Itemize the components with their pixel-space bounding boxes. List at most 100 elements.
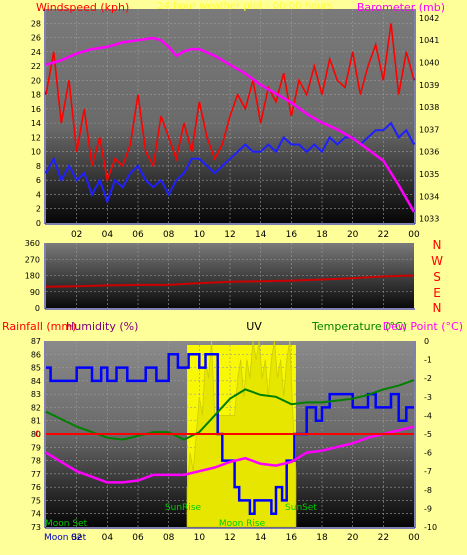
humidity-line bbox=[46, 353, 414, 515]
wind-direction-panel: 0 90 180 270 360 N W S E N bbox=[25, 238, 443, 315]
humidity-y-tick-label: 83 bbox=[31, 390, 41, 399]
direction-plot-series bbox=[45, 274, 415, 288]
temperature-y-tick-label: -7 bbox=[424, 467, 432, 476]
temp-x-tick-labels: 02 04 06 08 10 12 14 16 18 20 22 00 bbox=[71, 533, 420, 543]
temp-x-tick-label: 12 bbox=[224, 533, 235, 543]
wind-x-tick-label: 16 bbox=[286, 230, 298, 240]
temp-x-tick-label: 18 bbox=[316, 533, 328, 543]
wind-y-tick-label: 28 bbox=[31, 19, 41, 28]
temperature-y-tick-label: -6 bbox=[424, 449, 432, 458]
wind-y-tick-label: 4 bbox=[36, 190, 41, 199]
dewpoint-axis-title: Dew Point (°C) bbox=[383, 320, 463, 333]
wind-x-tick-label: 10 bbox=[194, 230, 206, 240]
compass-labels: N W S E N bbox=[431, 238, 443, 315]
temperature-axis-title: Temperature (°C) bbox=[311, 320, 407, 333]
uv-axis-title: UV bbox=[246, 320, 262, 333]
direction-plot-grid bbox=[46, 243, 414, 308]
compass-n-bottom: N bbox=[433, 301, 442, 315]
temp-x-tick-label: 04 bbox=[102, 533, 114, 543]
rainfall-axis-title: Rainfall (mm) bbox=[2, 320, 76, 333]
pressure-y-tick-label: 1036 bbox=[419, 148, 439, 157]
temperature-y-tick-label: -5 bbox=[424, 430, 432, 439]
temp-x-tick-label: 06 bbox=[132, 533, 144, 543]
humidity-y-tick-label: 78 bbox=[31, 457, 41, 466]
direction-y-tick-label: 180 bbox=[25, 272, 40, 281]
direction-y-tick-labels: 0 90 180 270 360 bbox=[25, 239, 40, 313]
humidity-y-tick-label: 85 bbox=[31, 364, 41, 373]
humidity-y-tick-label: 87 bbox=[31, 337, 41, 346]
chart-center-title: 24 hour weather plot - 00:00 hours bbox=[157, 1, 332, 12]
humidity-y-tick-label: 81 bbox=[31, 417, 41, 426]
temp-x-tick-label: 08 bbox=[163, 533, 175, 543]
wind-y-tick-label: 8 bbox=[36, 162, 41, 171]
wind-y-tick-label: 14 bbox=[31, 119, 41, 128]
wind-y-tick-label: 0 bbox=[36, 219, 41, 228]
wind-y-tick-label: 10 bbox=[31, 148, 41, 157]
barometer-line bbox=[45, 36, 416, 213]
humidity-y-tick-label: 76 bbox=[31, 483, 41, 492]
pressure-y-tick-label: 1033 bbox=[419, 215, 439, 224]
moonset-label-bottom: Moon Set bbox=[44, 533, 87, 543]
pressure-y-tick-labels: 1033 1034 1035 1036 1037 1038 1039 1040 1041 1042 bbox=[419, 14, 439, 224]
moonset-label-top: Moon Set bbox=[45, 519, 88, 529]
temp-x-tick-label: 02 bbox=[71, 533, 82, 543]
pressure-y-tick-label: 1041 bbox=[419, 36, 439, 45]
sunrise-label: SunRise bbox=[165, 503, 202, 513]
gust-speed-line bbox=[45, 23, 415, 184]
wind-y-tick-label: 24 bbox=[31, 48, 41, 57]
temp-x-tick-label: 10 bbox=[194, 533, 206, 543]
humidity-y-tick-label: 77 bbox=[31, 470, 41, 479]
windspeed-axis-title: Windspeed (kph) bbox=[36, 1, 129, 14]
pressure-y-tick-label: 1037 bbox=[419, 125, 439, 134]
wind-x-tick-label: 02 bbox=[71, 230, 82, 240]
temperature-y-tick-label: -8 bbox=[424, 486, 432, 495]
temperature-line bbox=[45, 379, 415, 441]
wind-x-tick-label: 18 bbox=[316, 230, 328, 240]
pressure-y-tick-label: 1039 bbox=[419, 81, 439, 90]
direction-y-tick-label: 0 bbox=[35, 304, 40, 313]
temp-x-tick-label: 14 bbox=[255, 533, 267, 543]
humidity-y-tick-label: 82 bbox=[31, 403, 41, 412]
temperature-humidity-panel: 73 74 75 76 77 78 79 80 81 82 83 84 85 86 87 0 -1 -2 -3 -4… bbox=[2, 320, 463, 543]
temperature-y-tick-label: -3 bbox=[424, 393, 432, 402]
humidity-y-tick-label: 84 bbox=[31, 377, 41, 386]
humidity-y-tick-label: 75 bbox=[31, 496, 41, 505]
wind-y-tick-label: 22 bbox=[31, 62, 41, 71]
direction-y-tick-label: 270 bbox=[25, 255, 40, 264]
direction-y-tick-label: 360 bbox=[25, 239, 40, 248]
compass-s: S bbox=[433, 270, 441, 284]
temperature-y-tick-label: -2 bbox=[424, 374, 432, 383]
pressure-y-tick-label: 1040 bbox=[419, 59, 439, 68]
humidity-y-tick-label: 79 bbox=[31, 443, 41, 452]
pressure-y-tick-label: 1035 bbox=[419, 170, 439, 179]
pressure-y-tick-label: 1042 bbox=[419, 14, 439, 23]
wind-x-tick-label: 00 bbox=[408, 230, 420, 240]
dewpoint-line bbox=[45, 425, 415, 484]
rainfall-zero-label: 0 bbox=[35, 430, 41, 440]
wind-y-tick-label: 2 bbox=[36, 205, 41, 214]
temp-x-tick-label: 16 bbox=[286, 533, 298, 543]
barometer-axis-title: Barometer (mb) bbox=[357, 1, 445, 14]
temperature-y-tick-label: 0 bbox=[424, 337, 429, 346]
wind-x-tick-labels: 02 04 06 08 10 12 14 16 18 20 22 00 bbox=[71, 230, 420, 240]
temp-plot-series bbox=[45, 340, 415, 528]
wind-direction-line bbox=[45, 274, 415, 288]
compass-e: E bbox=[433, 286, 441, 300]
temperature-y-tick-label: -10 bbox=[424, 523, 437, 532]
humidity-y-tick-label: 86 bbox=[31, 350, 41, 359]
pressure-y-tick-label: 1038 bbox=[419, 103, 439, 112]
humidity-axis-title: Humidity (%) bbox=[66, 320, 138, 333]
humidity-y-tick-label: 74 bbox=[31, 510, 41, 519]
compass-n-top: N bbox=[433, 238, 442, 252]
temp-x-tick-label: 22 bbox=[378, 533, 389, 543]
moonrise-label: Moon Rise bbox=[219, 519, 266, 529]
humidity-y-tick-labels: 73 74 75 76 77 78 79 80 81 82 83 84 85 86 87 bbox=[31, 337, 41, 532]
wind-x-tick-label: 06 bbox=[132, 230, 144, 240]
wind-x-tick-label: 04 bbox=[102, 230, 114, 240]
wind-x-tick-label: 22 bbox=[378, 230, 389, 240]
humidity-y-tick-label: 73 bbox=[31, 523, 41, 532]
sunset-label: SunSet bbox=[285, 503, 317, 513]
direction-y-tick-label: 90 bbox=[30, 288, 40, 297]
